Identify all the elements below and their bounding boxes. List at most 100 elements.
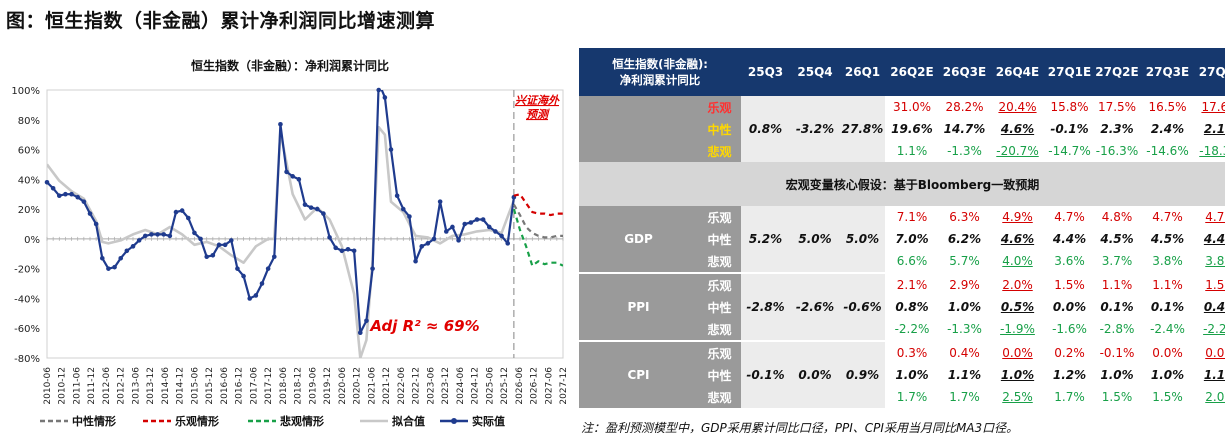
actual-data-point — [296, 177, 302, 182]
legend-label: 中性情形 — [72, 414, 116, 428]
x-tick-label: 2016-12 — [235, 367, 245, 405]
forecast-value: 4.5% — [1150, 232, 1185, 246]
actual-data-point — [155, 232, 160, 237]
x-tick-label: 2012-12 — [117, 367, 127, 405]
forecast-value: 0.0% — [1052, 300, 1087, 314]
x-tick-label: 2025-12 — [500, 367, 510, 405]
y-tick-label: -80% — [14, 354, 40, 365]
chart-title: 恒生指数（非金融）：净利润累计同比 — [191, 58, 389, 73]
y-tick-label: 60% — [18, 146, 40, 157]
actual-data-point — [425, 241, 431, 246]
forecast-value: 7.0% — [895, 232, 929, 246]
actual-data-point — [302, 202, 308, 207]
col-header: 26Q4E — [990, 48, 1045, 96]
actual-data-point — [474, 217, 480, 222]
actual-data-point — [259, 281, 265, 286]
forecast-value: 0.8% — [895, 300, 929, 314]
forecast-value: 4.6% — [1000, 232, 1035, 246]
forecast-value: 1.5% — [1101, 390, 1133, 404]
scenario-label: 悲观 — [698, 386, 741, 408]
scenario-label: 悲观 — [698, 318, 741, 340]
x-tick-label: 2010-06 — [43, 367, 53, 405]
actual-data-point — [124, 248, 130, 254]
actual-data-point — [210, 252, 216, 258]
actual-data-point — [443, 229, 449, 234]
y-tick-label: -40% — [14, 294, 40, 305]
legend-label: 实际值 — [472, 414, 505, 428]
actual-data-point — [56, 193, 62, 199]
forecast-value: 1.7% — [949, 390, 980, 404]
actual-data-point — [235, 266, 240, 271]
forecast-value: 0.4% — [949, 346, 980, 360]
x-tick-label: 2022-06 — [397, 367, 407, 405]
forecast-value: 1.5% — [1205, 278, 1225, 292]
x-tick-label: 2024-06 — [456, 367, 466, 405]
forecast-value: -1.6% — [1052, 322, 1087, 336]
actual-data-point — [486, 224, 492, 230]
scenario-row-optimistic: GDP 乐观 5.2% 5.0% 5.0% 7.1% 6.3% 4.9% 4.7% 4.8% 4.7… — [579, 206, 1225, 272]
col-header: 25Q4 — [790, 48, 840, 96]
row-group-label: PPI — [579, 274, 698, 340]
forecast-value: 2.5% — [1002, 390, 1033, 404]
forecast-value: -1.3% — [947, 322, 982, 336]
hist-value: 0.9% — [840, 342, 885, 408]
group-separator — [579, 340, 1225, 342]
scenario-label: 中性 — [698, 364, 741, 386]
actual-data-point — [50, 185, 56, 191]
forecast-value: -2.2% — [1203, 322, 1225, 336]
actual-data-point — [351, 248, 357, 254]
forecast-value: 1.1% — [947, 368, 982, 382]
forecast-value: 1.7% — [896, 390, 928, 404]
forecast-value: 1.5% — [1054, 278, 1085, 292]
col-header: 26Q3E — [939, 48, 990, 96]
x-tick-label: 2015-12 — [205, 367, 215, 405]
forecast-value: 16.5% — [1148, 100, 1187, 114]
x-tick-label: 2018-12 — [294, 367, 304, 405]
actual-data-point — [394, 193, 400, 199]
x-tick-label: 2023-12 — [441, 367, 451, 405]
actual-data-point — [290, 174, 296, 179]
x-tick-label: 2027-06 — [544, 367, 554, 405]
forecast-value: 4.8% — [1101, 210, 1133, 224]
actual-data-point — [130, 244, 136, 249]
actual-data-point — [241, 273, 246, 279]
actual-data-point — [136, 238, 142, 243]
forecast-value: 4.7% — [1205, 210, 1225, 224]
actual-data-point — [407, 214, 412, 219]
forecast-value: 3.8% — [1205, 254, 1225, 268]
banner-section: 宏观变量核心假设：基于Bloomberg一致预期 — [579, 162, 1225, 206]
forecast-value: 17.5% — [1097, 100, 1137, 114]
x-tick-label: 2010-12 — [58, 367, 68, 405]
forecast-value: -2.8% — [1099, 322, 1135, 336]
forecast-value: 0.0% — [1205, 346, 1225, 360]
y-tick-label: 20% — [18, 205, 40, 216]
forecast-value: 4.7% — [1054, 210, 1085, 224]
forecast-value: 5.7% — [949, 254, 980, 268]
hist-value: 0.0% — [790, 342, 840, 408]
actual-data-point — [106, 266, 111, 271]
forecast-value: 1.0% — [1150, 368, 1185, 382]
actual-data-point — [93, 221, 99, 227]
forecast-value: 1.1% — [896, 144, 928, 158]
forecast-value: 1.0% — [1100, 368, 1134, 382]
y-tick-label: 40% — [18, 175, 40, 186]
legend-marker — [451, 418, 457, 424]
actual-data-point — [167, 233, 173, 239]
x-tick-label: 2011-06 — [72, 367, 82, 405]
forecast-value: 17.6% — [1201, 100, 1225, 114]
forecast-value: 20.4% — [998, 100, 1037, 114]
hist-value: -0.1% — [741, 342, 790, 408]
forecast-value: 2.0% — [1002, 278, 1033, 292]
actual-data-point — [265, 266, 271, 271]
actual-data-point — [44, 180, 50, 185]
col-header: 26Q2E — [885, 48, 939, 96]
corner-line-2: 净利润累计同比 — [619, 73, 701, 87]
actual-data-point — [112, 264, 117, 270]
forecast-value: 1.0% — [1000, 368, 1035, 382]
actual-data-point — [185, 215, 191, 221]
actual-data-point — [308, 205, 314, 210]
actual-data-point — [284, 169, 289, 175]
scenario-row-optimistic: CPI 乐观 -0.1% 0.0% 0.9% 0.3% 0.4% 0.0% 0.2% -0.1% 0… — [579, 342, 1225, 408]
actual-data-point — [247, 296, 253, 301]
forecast-label-line-1: 兴证海外 — [515, 94, 560, 107]
